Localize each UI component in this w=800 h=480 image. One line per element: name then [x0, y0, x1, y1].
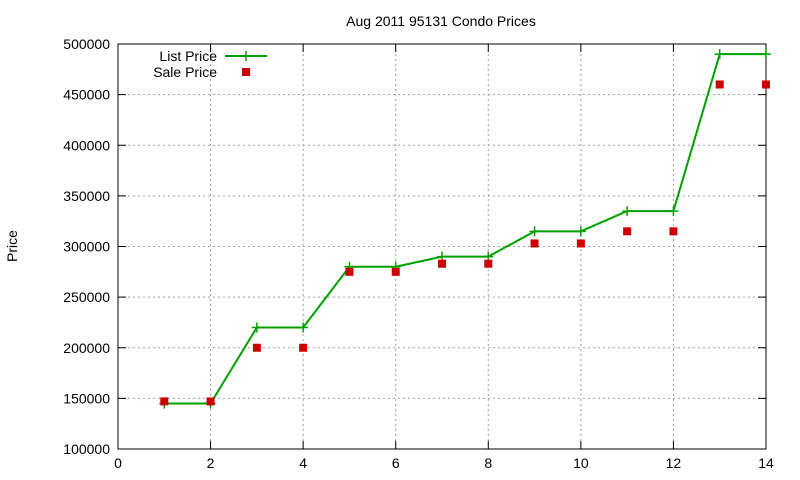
data-point: [576, 239, 585, 248]
legend-label: List Price: [159, 48, 217, 64]
data-point: [762, 80, 770, 89]
data-point: [484, 259, 493, 268]
series-layer: [159, 49, 771, 409]
data-point: [438, 259, 446, 268]
data-point: [529, 226, 540, 237]
data-point: [622, 206, 633, 217]
data-point: [206, 397, 215, 406]
y-tick-label: 250000: [63, 289, 110, 305]
legend-swatch-marker: [242, 68, 250, 76]
legend-label: Sale Price: [153, 64, 217, 80]
axis-ticks: 100000 150000 200000 250000 300000 350000 4000…: [63, 36, 774, 471]
y-tick-label: 200000: [63, 340, 110, 356]
data-point: [668, 206, 679, 217]
x-tick-label: 8: [484, 455, 492, 471]
data-point: [761, 49, 771, 60]
y-tick-label: 400000: [63, 137, 110, 153]
series-sale-price: [160, 80, 770, 406]
x-tick-label: 10: [573, 455, 589, 471]
x-tick-label: 2: [207, 455, 215, 471]
data-point: [251, 322, 262, 333]
data-point: [575, 226, 586, 237]
plot-frame: [117, 43, 767, 450]
data-point: [530, 239, 539, 248]
y-tick-label: 100000: [63, 441, 110, 457]
data-point: [715, 80, 724, 89]
chart-title: Aug 2011 95131 Condo Prices: [346, 13, 536, 29]
legend-swatch-marker: [241, 51, 251, 61]
y-axis-label: Price: [4, 230, 20, 262]
data-point: [160, 397, 169, 406]
grid: [118, 44, 766, 449]
data-point: [669, 227, 678, 236]
data-point: [345, 267, 354, 276]
data-point: [623, 227, 632, 236]
data-point: [298, 322, 309, 333]
y-tick-label: 300000: [63, 239, 110, 255]
y-tick-label: 500000: [63, 36, 110, 52]
series-line: [164, 53, 766, 405]
x-tick-label: 6: [392, 455, 400, 471]
y-tick-label: 350000: [63, 188, 110, 204]
y-tick-label: 450000: [63, 87, 110, 103]
data-point: [391, 267, 400, 276]
x-tick-label: 0: [114, 455, 122, 471]
data-point: [299, 343, 308, 352]
series-list-price: [159, 49, 771, 409]
data-point: [252, 343, 261, 352]
x-tick-label: 4: [299, 455, 307, 471]
x-tick-label: 14: [758, 455, 774, 471]
x-tick-label: 12: [666, 455, 682, 471]
data-point: [714, 49, 725, 60]
y-tick-label: 150000: [63, 390, 110, 406]
